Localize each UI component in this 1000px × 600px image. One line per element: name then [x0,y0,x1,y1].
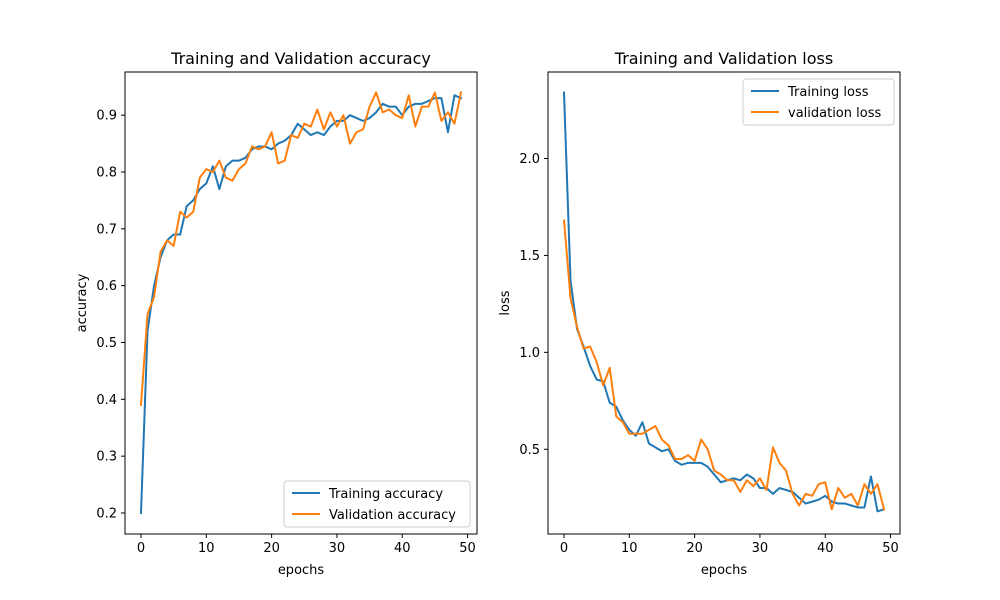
accuracy-plot-marks [139,91,463,515]
accuracy-y-tick-label: 0.9 [96,109,117,124]
series-line-training-accuracy [139,94,463,515]
accuracy-x-tick-label: 0 [137,541,145,556]
accuracy-x-tick-label: 10 [198,541,215,556]
loss-y-tick-label: 0.5 [519,443,540,458]
accuracy-x-tick-label: 50 [459,541,476,556]
loss-x-tick-label: 40 [817,541,834,556]
loss-legend-box [742,78,895,126]
loss-x-tick-label: 10 [621,541,638,556]
loss-x-tick-label: 0 [560,541,568,556]
accuracy-y-tick-label: 0.4 [96,393,117,408]
loss-plot-marks [562,91,886,513]
loss-y-tick-label: 2.0 [519,152,540,167]
accuracy-y-tick-label: 0.2 [96,506,117,521]
accuracy-y-tick-label: 0.7 [96,222,117,237]
accuracy-subplot: Training and Validation accuracy 0 10 20 30… [75,49,478,578]
accuracy-y-tick-label: 0.6 [96,279,117,294]
accuracy-legend: Training accuracy Validation accuracy [283,480,471,528]
accuracy-chart-title: Training and Validation accuracy [170,49,431,68]
accuracy-ticks: 0 10 20 30 40 50 0.2 0.3 0.4 0.5 0.6 0.7 0.8 0.9 [96,109,475,556]
legend-label-validation-loss: validation loss [788,106,881,121]
accuracy-x-tick-label: 20 [263,541,280,556]
legend-label-training-accuracy: Training accuracy [328,487,443,502]
loss-axes-frame [547,71,901,535]
accuracy-axes-frame [124,71,478,535]
accuracy-y-tick-label: 0.5 [96,336,117,351]
accuracy-y-axis-label: accuracy [75,273,90,332]
series-line-validation-accuracy [139,91,463,407]
legend-label-validation-accuracy: Validation accuracy [329,508,456,523]
loss-legend: Training loss validation loss [742,78,895,126]
loss-ticks: 0 10 20 30 40 50 0.5 1.0 1.5 2.0 [519,152,898,556]
loss-x-tick-label: 20 [686,541,703,556]
loss-y-axis-label: loss [498,290,513,315]
loss-y-tick-label: 1.0 [519,346,540,361]
accuracy-y-tick-label: 0.8 [96,166,117,181]
accuracy-x-tick-label: 40 [394,541,411,556]
loss-chart-title: Training and Validation loss [614,49,833,68]
series-line-validation-loss [562,219,886,511]
loss-subplot: Training and Validation loss 0 10 20 30 40 50… [498,49,901,578]
loss-x-axis-label: epochs [701,563,748,578]
loss-x-tick-label: 50 [882,541,899,556]
loss-y-tick-label: 1.5 [519,249,540,264]
accuracy-x-axis-label: epochs [278,563,325,578]
loss-x-tick-label: 30 [752,541,769,556]
accuracy-legend-box [283,480,471,528]
legend-label-training-loss: Training loss [787,85,869,100]
accuracy-y-tick-label: 0.3 [96,450,117,465]
accuracy-x-tick-label: 30 [329,541,346,556]
